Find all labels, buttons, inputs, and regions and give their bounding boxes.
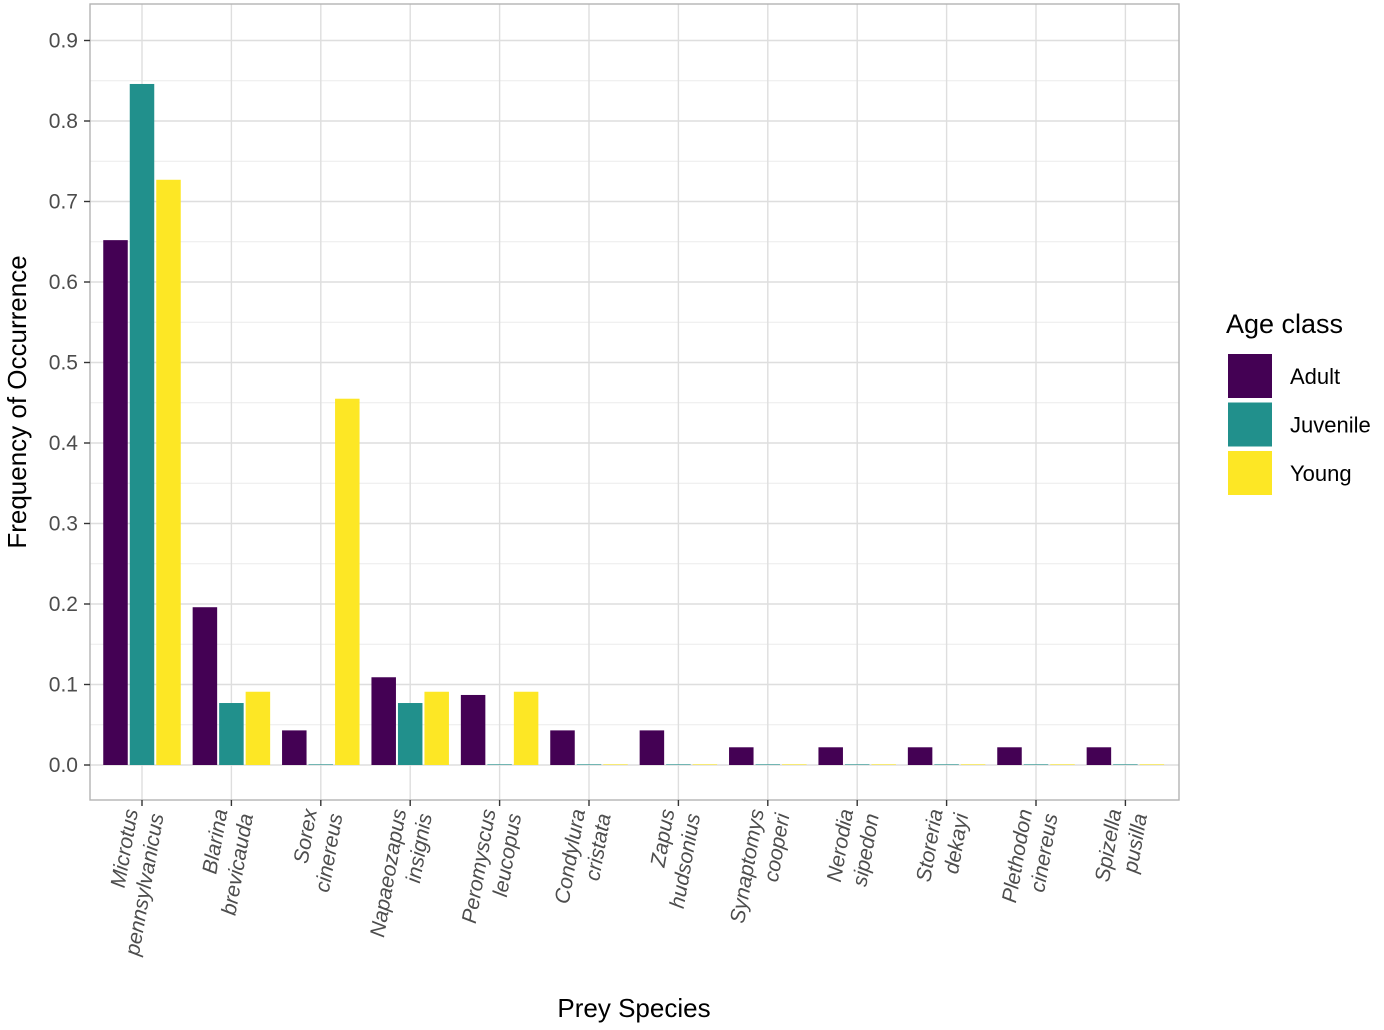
bar-adult-0 — [103, 240, 128, 765]
legend-label-young: Young — [1290, 461, 1352, 486]
bar-adult-5 — [550, 730, 575, 765]
bar-juvenile-7 — [755, 764, 781, 765]
y-tick-label: 0.1 — [49, 674, 78, 697]
bar-young-5 — [603, 764, 628, 765]
y-tick-label: 0.5 — [49, 352, 78, 375]
bar-juvenile-4 — [487, 764, 512, 765]
bar-young-4 — [513, 691, 539, 765]
bar-juvenile-0 — [129, 83, 155, 766]
bar-adult-7 — [729, 747, 754, 765]
bar-young-0 — [156, 179, 181, 765]
bar-juvenile-1 — [219, 703, 244, 765]
bar-adult-11 — [1086, 747, 1112, 765]
bar-juvenile-5 — [576, 764, 602, 765]
bar-young-3 — [424, 691, 449, 765]
bar-juvenile-11 — [1113, 764, 1138, 765]
y-axis-title: Frequency of Occurrence — [2, 255, 32, 548]
bar-juvenile-10 — [1023, 764, 1049, 765]
bar-juvenile-2 — [308, 764, 334, 765]
bar-juvenile-6 — [666, 764, 691, 765]
bar-adult-9 — [907, 747, 933, 765]
x-axis-title: Prey Species — [557, 993, 710, 1023]
x-tick-label-line: Spizella — [1091, 807, 1126, 883]
y-tick-label: 0.7 — [49, 191, 78, 214]
legend-label-juvenile: Juvenile — [1290, 413, 1371, 438]
bar-young-7 — [782, 764, 807, 765]
bar-adult-3 — [371, 677, 396, 765]
legend-key-young — [1228, 451, 1272, 495]
bar-adult-4 — [460, 694, 486, 765]
panel-frame — [89, 3, 1180, 801]
y-tick-label: 0.8 — [49, 110, 78, 133]
grid-lines — [90, 4, 1179, 800]
y-tick-label: 0.6 — [49, 271, 78, 294]
bar-adult-6 — [639, 730, 665, 765]
bar-young-10 — [1050, 764, 1075, 765]
bar-adult-10 — [997, 747, 1022, 765]
bar-adult-2 — [282, 730, 307, 765]
bars — [103, 83, 1165, 766]
bar-juvenile-9 — [934, 764, 959, 765]
legend-label-adult: Adult — [1290, 364, 1340, 389]
bar-adult-8 — [818, 747, 843, 765]
panel-border — [89, 3, 1180, 801]
bar-young-2 — [335, 398, 360, 765]
bar-young-11 — [1139, 764, 1165, 765]
bar-juvenile-8 — [844, 764, 870, 765]
bar-young-6 — [692, 764, 718, 765]
legend-title: Age class — [1226, 309, 1343, 339]
y-tick-label: 0.4 — [49, 432, 79, 455]
bar-young-8 — [871, 764, 896, 765]
y-tick-label: 0.9 — [49, 30, 78, 53]
bar-adult-1 — [192, 607, 218, 765]
legend: Age class Adult Juvenile Young — [1226, 309, 1371, 495]
bar-young-9 — [960, 764, 986, 765]
bar-young-1 — [245, 691, 271, 765]
y-tick-label: 0.2 — [49, 593, 78, 616]
legend-key-adult — [1228, 354, 1272, 398]
y-axis: 0.0 0.1 0.2 0.3 0.4 0.5 0.6 0.7 0.8 0.9 — [49, 30, 90, 777]
bar-juvenile-3 — [397, 703, 423, 765]
legend-key-juvenile — [1228, 402, 1272, 447]
y-tick-label: 0.3 — [49, 513, 78, 536]
y-tick-label: 0.0 — [49, 754, 78, 777]
